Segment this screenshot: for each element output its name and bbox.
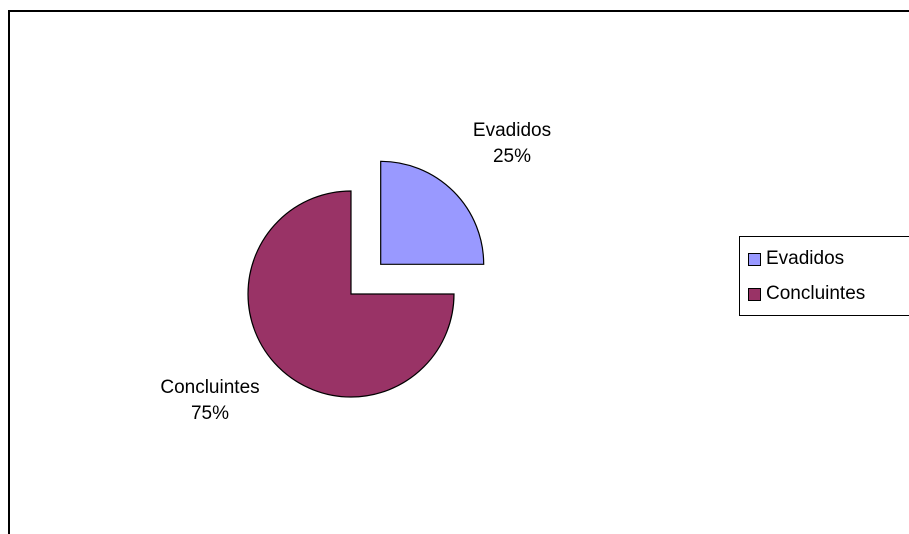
legend-swatch-concluintes	[748, 287, 761, 301]
data-label-evadidos-name: Evadidos	[472, 120, 552, 141]
data-label-evadidos: Evadidos 25%	[473, 118, 551, 170]
legend-swatch-evadidos	[748, 252, 761, 266]
pie-slice-evadidos	[380, 160, 485, 265]
data-label-concluintes: Concluintes 75%	[160, 375, 259, 427]
legend-item-concluintes: Concluintes	[748, 282, 865, 306]
pie-slice-concluintes	[247, 190, 455, 398]
legend: Evadidos Concluintes	[739, 236, 909, 316]
data-label-concluintes-name: Concluintes	[160, 377, 260, 398]
data-label-evadidos-percent: 25%	[492, 146, 532, 167]
chart-frame	[8, 10, 909, 534]
legend-label-evadidos: Evadidos	[766, 248, 845, 269]
legend-label-concluintes: Concluintes	[766, 283, 866, 304]
legend-item-evadidos: Evadidos	[748, 247, 844, 271]
data-label-concluintes-percent: 75%	[190, 403, 230, 424]
